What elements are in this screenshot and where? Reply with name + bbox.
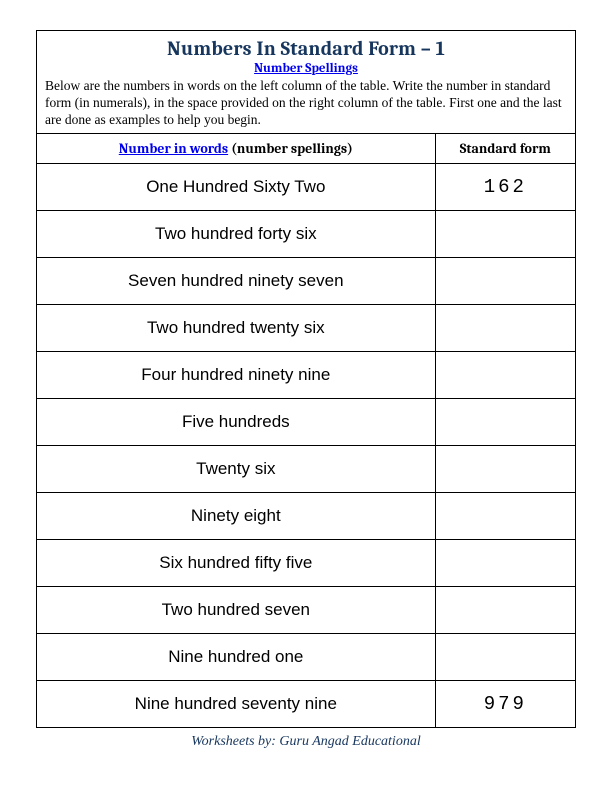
cell-standard[interactable] — [435, 586, 575, 633]
header-area: Numbers In Standard Form – 1 Number Spel… — [37, 31, 575, 134]
table-row: Nine hundred one — [37, 633, 575, 680]
table-row: One Hundred Sixty Two162 — [37, 163, 575, 210]
table-row: Nine hundred seventy nine979 — [37, 680, 575, 727]
footer-credit: Worksheets by: Guru Angad Educational — [36, 734, 576, 750]
cell-standard[interactable] — [435, 492, 575, 539]
instructions-text: Below are the numbers in words on the le… — [45, 78, 567, 129]
subtitle-link[interactable]: Number Spellings — [45, 61, 567, 76]
cell-words: Five hundreds — [37, 398, 435, 445]
cell-words: Two hundred forty six — [37, 210, 435, 257]
cell-words: One Hundred Sixty Two — [37, 163, 435, 210]
worksheet-table: Number in words (number spellings) Stand… — [37, 134, 575, 728]
col-header-words: Number in words (number spellings) — [37, 134, 435, 164]
cell-words: Nine hundred seventy nine — [37, 680, 435, 727]
table-row: Seven hundred ninety seven — [37, 257, 575, 304]
cell-words: Ninety eight — [37, 492, 435, 539]
table-row: Ninety eight — [37, 492, 575, 539]
table-row: Two hundred twenty six — [37, 304, 575, 351]
table-row: Six hundred fifty five — [37, 539, 575, 586]
page-title: Numbers In Standard Form – 1 — [45, 37, 567, 60]
cell-standard[interactable] — [435, 351, 575, 398]
col-header-words-link[interactable]: Number in words — [119, 140, 228, 157]
cell-standard[interactable] — [435, 633, 575, 680]
cell-standard[interactable] — [435, 304, 575, 351]
table-row: Twenty six — [37, 445, 575, 492]
cell-words: Twenty six — [37, 445, 435, 492]
cell-words: Four hundred ninety nine — [37, 351, 435, 398]
table-row: Four hundred ninety nine — [37, 351, 575, 398]
cell-standard[interactable]: 979 — [435, 680, 575, 727]
cell-standard[interactable] — [435, 445, 575, 492]
cell-words: Two hundred twenty six — [37, 304, 435, 351]
table-row: Two hundred seven — [37, 586, 575, 633]
cell-standard[interactable] — [435, 539, 575, 586]
table-row: Five hundreds — [37, 398, 575, 445]
cell-words: Seven hundred ninety seven — [37, 257, 435, 304]
worksheet-container: Numbers In Standard Form – 1 Number Spel… — [36, 30, 576, 728]
cell-standard[interactable] — [435, 398, 575, 445]
table-header-row: Number in words (number spellings) Stand… — [37, 134, 575, 164]
cell-words: Six hundred fifty five — [37, 539, 435, 586]
cell-words: Two hundred seven — [37, 586, 435, 633]
col-header-words-plain: (number spellings) — [228, 140, 353, 157]
cell-standard[interactable] — [435, 210, 575, 257]
table-row: Two hundred forty six — [37, 210, 575, 257]
cell-standard[interactable]: 162 — [435, 163, 575, 210]
cell-words: Nine hundred one — [37, 633, 435, 680]
cell-standard[interactable] — [435, 257, 575, 304]
col-header-standard: Standard form — [435, 134, 575, 164]
